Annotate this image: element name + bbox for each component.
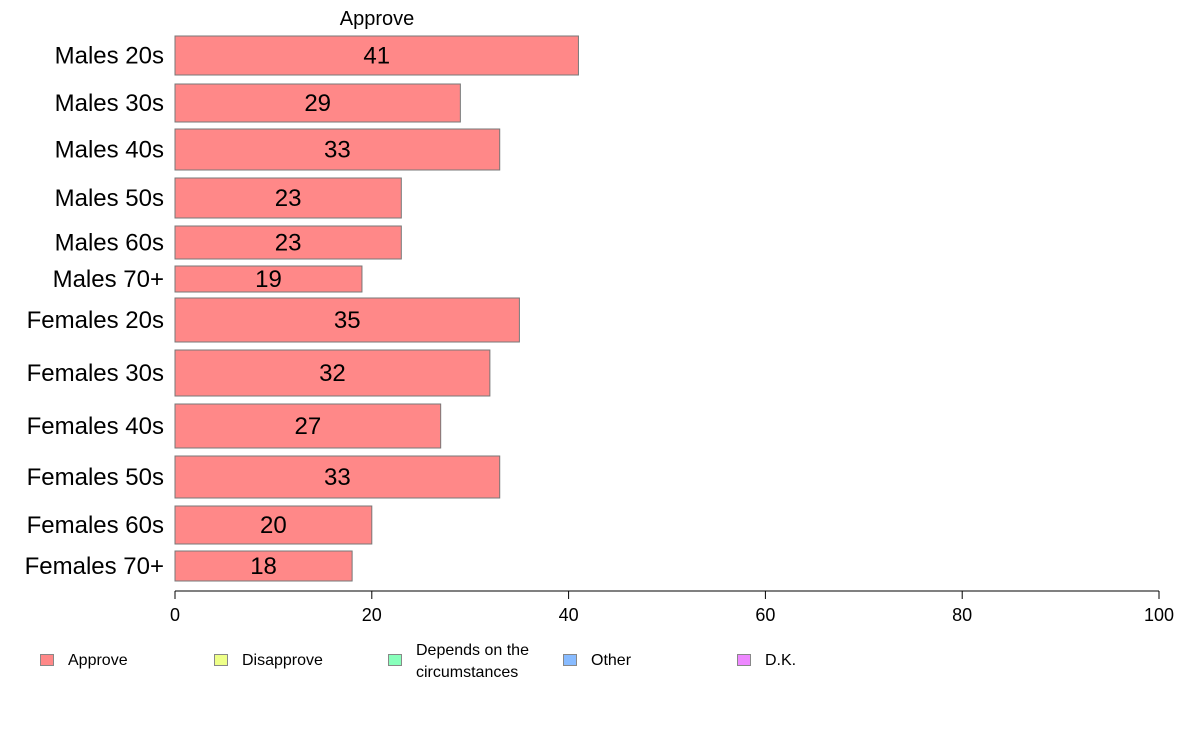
- legend-item-approve: Approve: [40, 640, 128, 672]
- value-label-males-30s: 29: [304, 90, 331, 117]
- category-label-males-30s: Males 30s: [55, 90, 164, 117]
- x-tick-label-60: 60: [755, 605, 775, 625]
- x-tick-label-100: 100: [1144, 605, 1174, 625]
- bar-females-20s: [174, 297, 520, 343]
- bar-females-40s: [174, 403, 442, 449]
- category-label-males-50s: Males 50s: [55, 185, 164, 212]
- legend-item-other: Other: [563, 640, 631, 672]
- value-label-males-60s: 23: [275, 230, 302, 257]
- value-label-males-70plus: 19: [255, 266, 282, 293]
- legend-swatch-depends: [388, 654, 402, 666]
- value-label-females-60s: 20: [260, 512, 287, 539]
- category-label-females-30s: Females 30s: [27, 360, 164, 387]
- legend-label-disapprove: Disapprove: [242, 652, 323, 669]
- legend-swatch-other: [563, 654, 577, 666]
- legend-label-other: Other: [591, 652, 632, 669]
- bar-females-60s: [174, 505, 373, 545]
- x-tick-label-0: 0: [170, 605, 180, 625]
- value-label-females-20s: 35: [334, 307, 361, 334]
- x-tick-label-40: 40: [559, 605, 579, 625]
- value-label-males-50s: 23: [275, 185, 302, 212]
- category-label-males-70plus: Males 70+: [53, 266, 164, 293]
- value-label-females-40s: 27: [294, 413, 321, 440]
- bars-group: [174, 35, 579, 582]
- bar-females-70plus: [174, 550, 353, 582]
- bar-males-70plus: [174, 265, 363, 293]
- category-label-females-50s: Females 50s: [27, 464, 164, 491]
- x-tick-label-80: 80: [952, 605, 972, 625]
- value-label-males-20s: 41: [363, 43, 390, 70]
- legend-item-dk: D.K.: [737, 640, 796, 672]
- category-label-females-60s: Females 60s: [27, 512, 164, 539]
- bar-males-30s: [174, 83, 461, 123]
- category-label-females-70plus: Females 70+: [25, 553, 164, 580]
- bar-males-60s: [174, 225, 402, 260]
- bar-males-50s: [174, 177, 402, 219]
- value-label-females-70plus: 18: [250, 553, 277, 580]
- legend-label-dk: D.K.: [765, 652, 797, 669]
- legend-swatch-approve: [40, 654, 54, 666]
- bar-females-30s: [174, 349, 491, 397]
- category-labels: Males 20s Males 30s Males 40s Males 50s Male…: [25, 43, 164, 581]
- value-label-males-40s: 33: [324, 137, 351, 164]
- legend-item-depends: Depends on the circumstances: [388, 640, 529, 684]
- category-label-males-20s: Males 20s: [55, 43, 164, 70]
- category-label-females-40s: Females 40s: [27, 413, 164, 440]
- category-label-females-20s: Females 20s: [27, 307, 164, 334]
- legend-swatch-disapprove: [214, 654, 228, 666]
- chart-title: Approve: [340, 8, 415, 30]
- category-label-males-40s: Males 40s: [55, 137, 164, 164]
- legend-label-depends: Depends on the circumstances: [416, 642, 529, 681]
- legend: Approve Disapprove Depends on the circum…: [0, 640, 1188, 690]
- bar-females-50s: [174, 455, 501, 499]
- legend-item-disapprove: Disapprove: [214, 640, 323, 672]
- category-label-males-60s: Males 60s: [55, 230, 164, 257]
- legend-swatch-dk: [737, 654, 751, 666]
- x-tick-label-20: 20: [362, 605, 382, 625]
- x-axis: 0 20 40 60 80 100: [170, 590, 1174, 625]
- bar-males-20s: [174, 35, 579, 76]
- legend-label-approve: Approve: [68, 652, 128, 669]
- value-label-females-50s: 33: [324, 464, 351, 491]
- value-label-females-30s: 32: [319, 360, 346, 387]
- bar-males-40s: [174, 128, 501, 171]
